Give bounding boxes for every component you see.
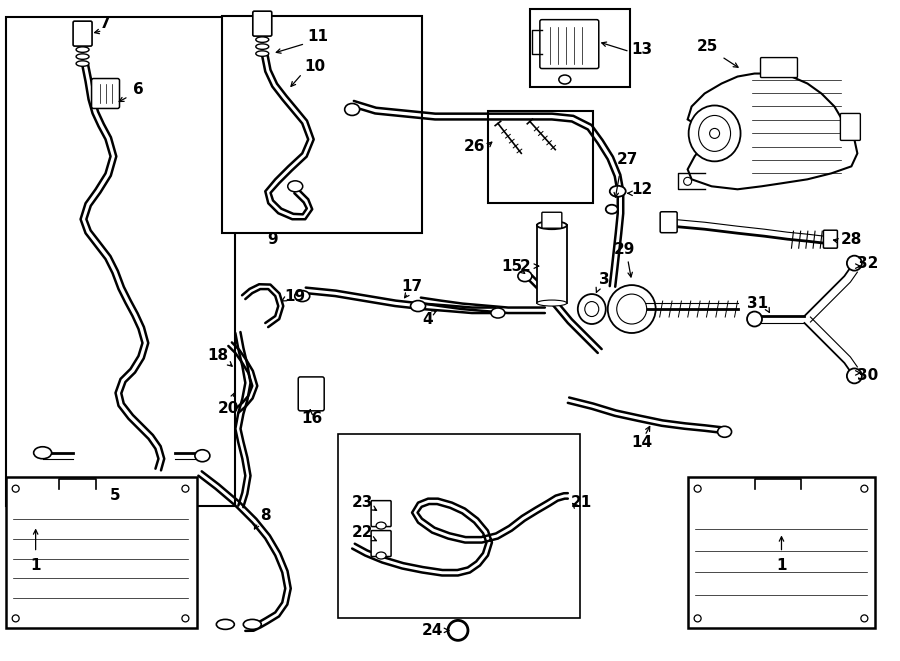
Text: 10: 10 [304, 59, 326, 74]
Text: 28: 28 [841, 232, 862, 247]
Ellipse shape [376, 552, 386, 559]
Ellipse shape [453, 625, 463, 635]
FancyBboxPatch shape [661, 212, 677, 233]
Ellipse shape [585, 301, 598, 317]
Text: 27: 27 [617, 152, 638, 167]
Ellipse shape [606, 205, 617, 214]
Ellipse shape [256, 37, 269, 42]
Ellipse shape [410, 301, 426, 311]
Ellipse shape [294, 291, 310, 301]
Text: 12: 12 [631, 182, 652, 197]
Bar [688, 477, 876, 629]
Ellipse shape [709, 128, 720, 138]
Text: 2: 2 [519, 258, 530, 274]
Ellipse shape [256, 51, 269, 56]
FancyBboxPatch shape [540, 20, 598, 69]
Text: 25: 25 [697, 39, 718, 54]
Ellipse shape [537, 221, 567, 229]
Ellipse shape [195, 449, 210, 462]
Ellipse shape [698, 116, 731, 151]
Ellipse shape [182, 485, 189, 492]
Text: 30: 30 [857, 368, 878, 383]
Text: 5: 5 [110, 488, 121, 503]
Text: 3: 3 [599, 272, 610, 287]
Ellipse shape [376, 522, 386, 529]
Ellipse shape [684, 177, 691, 185]
Text: 19: 19 [284, 289, 306, 303]
Ellipse shape [76, 54, 89, 59]
Text: 17: 17 [401, 278, 423, 293]
Text: 7: 7 [100, 16, 111, 31]
Text: 13: 13 [631, 42, 652, 57]
Bar [488, 112, 593, 204]
Ellipse shape [616, 294, 647, 324]
Ellipse shape [559, 75, 571, 84]
Text: 31: 31 [747, 295, 768, 311]
FancyBboxPatch shape [298, 377, 324, 411]
Ellipse shape [610, 186, 626, 197]
Ellipse shape [491, 308, 505, 318]
Text: 1: 1 [31, 558, 40, 573]
Text: 32: 32 [857, 256, 878, 270]
Ellipse shape [861, 485, 868, 492]
Ellipse shape [256, 44, 269, 50]
Ellipse shape [518, 270, 532, 282]
FancyBboxPatch shape [841, 114, 860, 140]
Ellipse shape [288, 181, 302, 192]
Text: 20: 20 [218, 401, 239, 416]
Ellipse shape [76, 47, 89, 52]
Bar [5, 477, 197, 629]
FancyBboxPatch shape [371, 500, 392, 527]
Bar [338, 434, 580, 619]
Text: 16: 16 [302, 411, 323, 426]
Polygon shape [688, 73, 858, 189]
Ellipse shape [33, 447, 51, 459]
Text: 15: 15 [501, 258, 523, 274]
Text: 26: 26 [464, 139, 486, 154]
Text: 22: 22 [351, 525, 373, 540]
Ellipse shape [578, 294, 606, 324]
Ellipse shape [847, 256, 862, 270]
Text: 1: 1 [776, 558, 787, 573]
Ellipse shape [448, 621, 468, 641]
Text: 9: 9 [267, 232, 277, 247]
Ellipse shape [847, 368, 862, 383]
Ellipse shape [608, 285, 656, 333]
Bar [5, 17, 235, 506]
Bar [530, 9, 630, 87]
Ellipse shape [717, 426, 732, 438]
Ellipse shape [694, 485, 701, 492]
Text: 29: 29 [614, 242, 635, 256]
Ellipse shape [694, 615, 701, 622]
FancyBboxPatch shape [73, 21, 92, 46]
FancyBboxPatch shape [824, 230, 837, 248]
FancyBboxPatch shape [253, 11, 272, 36]
Bar [222, 16, 422, 233]
Text: 8: 8 [260, 508, 271, 523]
Text: 21: 21 [572, 495, 592, 510]
Bar [537, 225, 567, 303]
Ellipse shape [182, 615, 189, 622]
Ellipse shape [243, 619, 261, 629]
Text: 18: 18 [208, 348, 229, 364]
Text: 4: 4 [423, 311, 433, 327]
Ellipse shape [747, 311, 762, 327]
Ellipse shape [216, 619, 234, 629]
Ellipse shape [537, 300, 567, 306]
Text: 11: 11 [308, 29, 328, 44]
Ellipse shape [13, 485, 19, 492]
FancyBboxPatch shape [542, 212, 562, 228]
Text: 6: 6 [133, 82, 144, 97]
Ellipse shape [13, 615, 19, 622]
Ellipse shape [688, 106, 741, 161]
Text: 23: 23 [351, 495, 373, 510]
FancyBboxPatch shape [760, 58, 797, 77]
Text: 14: 14 [631, 435, 652, 450]
Ellipse shape [345, 104, 360, 116]
FancyBboxPatch shape [371, 531, 392, 557]
Ellipse shape [861, 615, 868, 622]
Text: 24: 24 [421, 623, 443, 638]
Ellipse shape [76, 61, 89, 66]
FancyBboxPatch shape [92, 79, 120, 108]
